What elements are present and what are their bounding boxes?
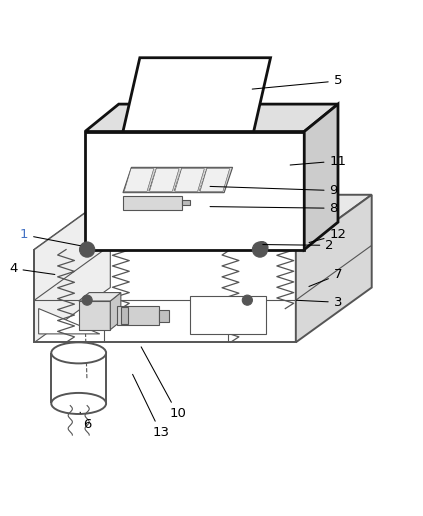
Polygon shape xyxy=(200,169,230,191)
Polygon shape xyxy=(121,307,129,324)
Polygon shape xyxy=(182,200,190,205)
Ellipse shape xyxy=(51,393,106,414)
Text: 1: 1 xyxy=(19,228,80,246)
Polygon shape xyxy=(175,169,204,191)
Polygon shape xyxy=(123,167,233,192)
Polygon shape xyxy=(34,195,110,342)
Polygon shape xyxy=(123,58,271,132)
Circle shape xyxy=(82,295,92,305)
Circle shape xyxy=(256,241,268,253)
Text: 9: 9 xyxy=(210,184,338,197)
Ellipse shape xyxy=(51,342,106,363)
Text: 7: 7 xyxy=(309,268,342,286)
Text: 10: 10 xyxy=(141,347,186,421)
Polygon shape xyxy=(79,301,110,330)
Polygon shape xyxy=(304,104,338,250)
Text: 12: 12 xyxy=(309,228,346,243)
Polygon shape xyxy=(149,169,179,191)
Text: 4: 4 xyxy=(9,262,55,275)
Polygon shape xyxy=(117,307,159,326)
Polygon shape xyxy=(38,309,100,334)
Text: 6: 6 xyxy=(80,412,91,431)
Polygon shape xyxy=(110,293,121,330)
Polygon shape xyxy=(296,195,372,342)
Polygon shape xyxy=(85,132,304,250)
Polygon shape xyxy=(124,169,154,191)
Polygon shape xyxy=(34,250,296,342)
Text: 5: 5 xyxy=(252,74,342,89)
Polygon shape xyxy=(159,310,169,322)
Polygon shape xyxy=(123,196,182,209)
Polygon shape xyxy=(85,104,338,132)
Polygon shape xyxy=(79,293,121,301)
Circle shape xyxy=(80,242,95,257)
Polygon shape xyxy=(34,195,372,250)
Text: 8: 8 xyxy=(210,202,338,215)
Circle shape xyxy=(253,242,268,257)
Text: 2: 2 xyxy=(263,239,334,252)
Text: 11: 11 xyxy=(290,154,346,168)
Text: 13: 13 xyxy=(132,374,169,440)
Circle shape xyxy=(242,295,253,305)
Text: 3: 3 xyxy=(297,296,342,309)
Polygon shape xyxy=(190,296,266,334)
